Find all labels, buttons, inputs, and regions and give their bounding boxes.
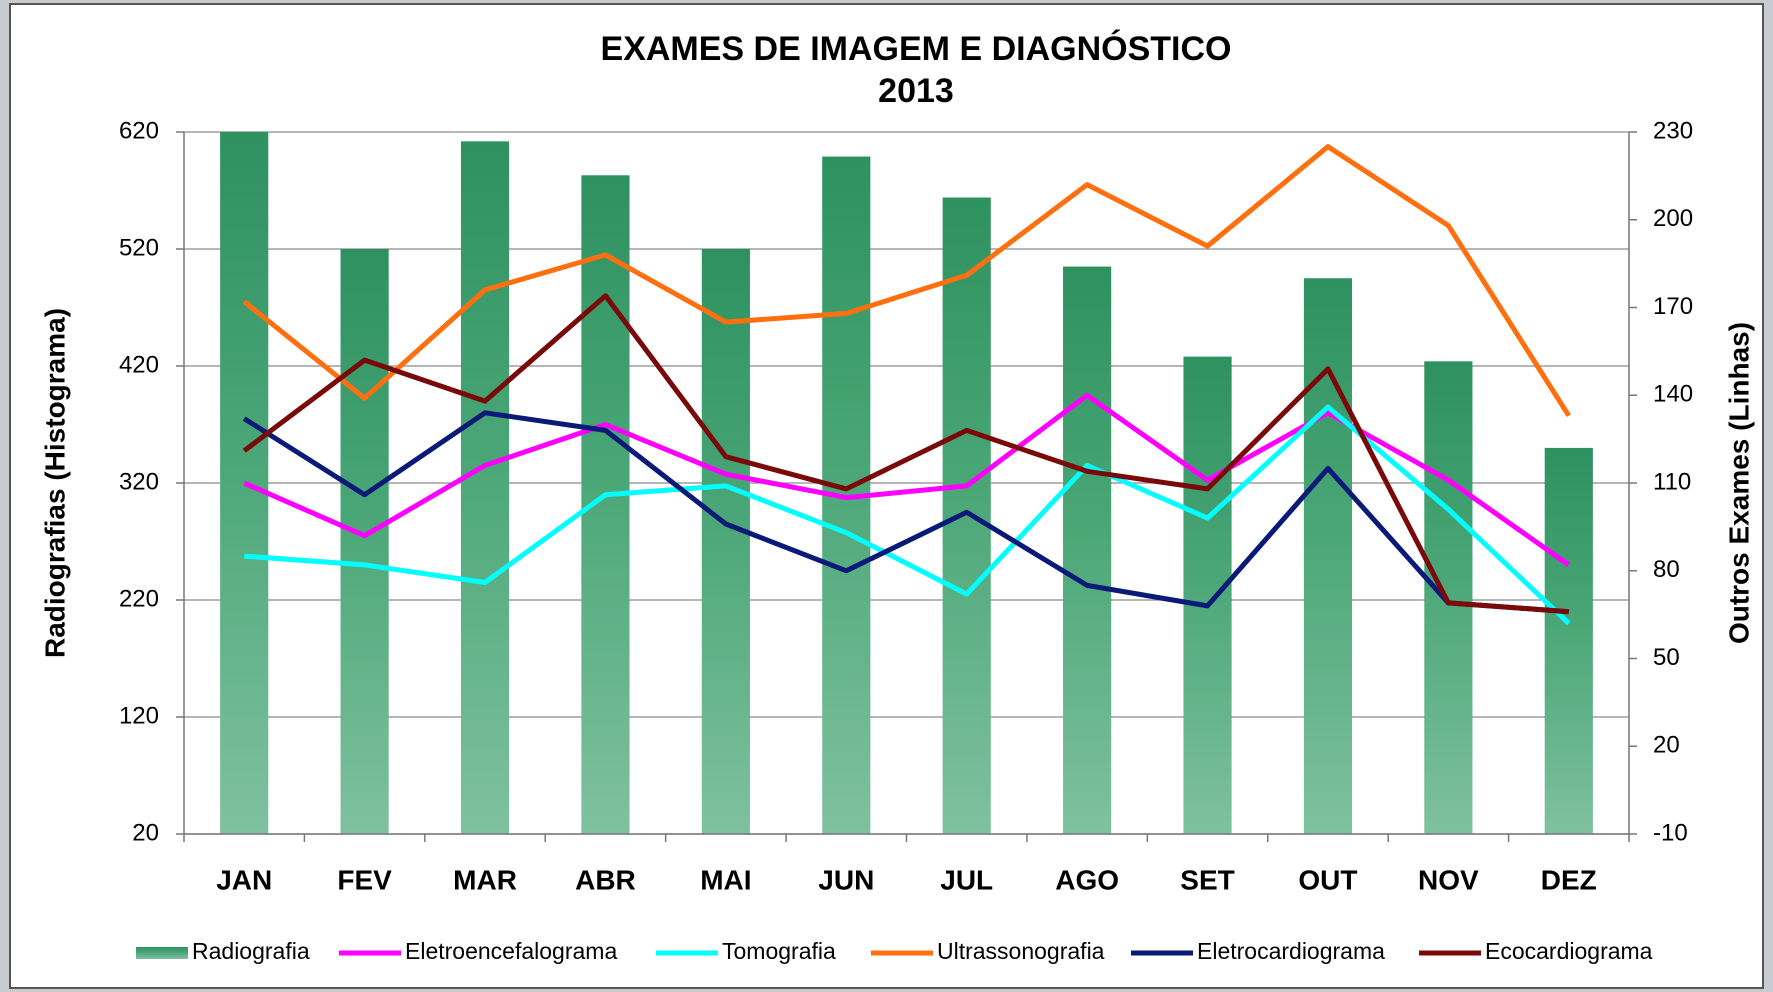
x-tick-label: ABR [575,864,636,895]
y2-tick-label: 20 [1653,732,1680,759]
y-tick-label: 420 [119,351,159,378]
bar [340,249,389,834]
bar [942,197,991,834]
legend-swatch [136,947,188,959]
y2-axis-label: Outros Exames (Linhas) [1723,322,1754,644]
bar [1544,447,1593,834]
y-tick-label: 620 [119,117,159,144]
x-tick-label: AGO [1055,864,1119,895]
y-tick-label: 220 [119,585,159,612]
bar [1303,278,1353,834]
line-series [242,410,1569,615]
x-tick-label: MAI [700,864,751,895]
bar [701,249,750,834]
y-tick-label: 520 [119,234,159,261]
x-tick-label: OUT [1298,864,1357,895]
line-series [242,293,1569,615]
y2-tick-label: -10 [1653,819,1688,846]
x-tick-label: JUL [940,864,993,895]
y2-tick-label: 170 [1653,293,1693,320]
y2-tick-label: 200 [1653,205,1693,232]
bar [1183,356,1232,834]
x-tick-label: JUN [818,864,874,895]
y-tick-label: 120 [119,702,159,729]
x-tick-label: NOV [1418,864,1479,895]
bar [460,141,510,835]
bar [1063,266,1112,834]
legend-label: Radiografia [192,938,310,964]
legend-label: Eletrocardiograma [1197,938,1385,964]
y2-tick-label: 140 [1653,381,1693,408]
x-tick-label: MAR [453,864,517,895]
legend-label: Eletroencefalograma [405,938,617,964]
y2-tick-label: 50 [1653,644,1680,671]
legend-label: Ecocardiograma [1485,938,1653,964]
y2-tick-label: 80 [1653,556,1680,583]
x-tick-label: DEZ [1541,864,1597,895]
y-tick-label: 320 [119,468,159,495]
chart-title: EXAMES DE IMAGEM E DIAGNÓSTICO [601,30,1232,68]
y2-tick-label: 230 [1653,117,1693,144]
x-tick-label: FEV [337,864,392,895]
legend-label: Ultrassonografia [937,938,1105,964]
y-axis-label: Radiografias (Histograma) [39,308,70,658]
chart-subtitle: 2013 [878,72,954,110]
line-series [244,404,1571,626]
line-series [242,144,1571,418]
y-tick-label: 20 [132,819,159,846]
legend-label: Tomografia [722,938,836,964]
y2-tick-label: 110 [1653,468,1691,495]
x-tick-label: SET [1180,864,1234,895]
x-tick-label: JAN [216,864,272,895]
